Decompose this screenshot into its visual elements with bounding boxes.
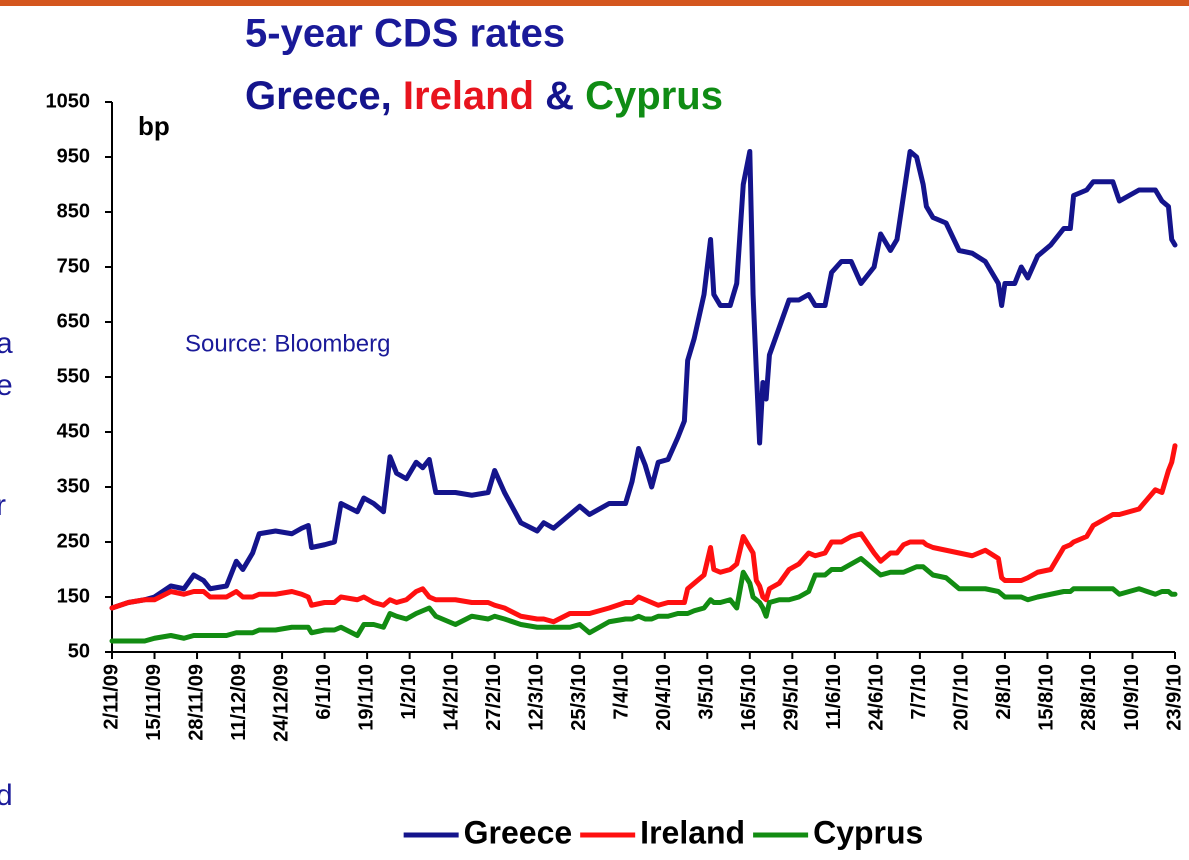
x-tick-label: 20/7/10 <box>951 664 973 731</box>
x-tick-label: 24/6/10 <box>866 664 888 731</box>
x-tick-label: 3/5/10 <box>696 664 718 720</box>
x-tick-label: 2/11/09 <box>100 664 122 730</box>
clipped-text: d <box>0 779 13 812</box>
x-tick-label: 7/4/10 <box>611 664 633 720</box>
x-tick-label: 14/2/10 <box>440 664 462 731</box>
subtitle-part: Greece, <box>245 74 403 118</box>
x-tick-label: 1/2/10 <box>398 664 420 720</box>
y-tick-label: 450 <box>57 420 90 442</box>
x-tick-label: 19/1/10 <box>355 664 377 731</box>
x-tick-label: 11/6/10 <box>823 664 845 730</box>
subtitle-part: Cyprus <box>585 74 723 118</box>
y-tick-label: 150 <box>57 585 90 607</box>
x-tick-label: 12/3/10 <box>525 664 547 731</box>
x-tick-label: 29/5/10 <box>781 664 803 731</box>
y-tick-label: 1050 <box>46 90 91 112</box>
x-tick-label: 28/11/09 <box>185 664 207 741</box>
series-line <box>109 556 1178 644</box>
top-accent-bar <box>0 0 1189 6</box>
x-tick-label: 27/2/10 <box>483 664 505 731</box>
x-tick-label: 7/7/10 <box>908 664 930 720</box>
chart-title: 5-year CDS rates <box>245 12 565 56</box>
x-tick-label: 15/11/09 <box>143 664 165 741</box>
y-tick-label: 850 <box>57 200 90 222</box>
y-tick-label: 50 <box>68 640 90 662</box>
subtitle-part: Ireland <box>403 74 534 118</box>
y-tick-label: 750 <box>57 255 90 277</box>
clipped-text: a <box>0 327 13 360</box>
chart-subtitle: Greece, Ireland & Cyprus <box>245 74 723 118</box>
x-tick-label: 23/9/10 <box>1163 664 1185 731</box>
clipped-text: e <box>0 369 13 402</box>
x-tick-label: 11/12/09 <box>228 664 250 741</box>
x-tick-label: 10/9/10 <box>1121 664 1143 731</box>
annotation: Source: Bloomberg <box>185 330 390 357</box>
y-tick-label: 650 <box>57 310 90 332</box>
legend-item: Ireland <box>580 814 745 850</box>
legend-label: Ireland <box>640 814 745 850</box>
y-tick-label: 950 <box>57 145 90 167</box>
legend-item: Cyprus <box>753 814 923 850</box>
x-tick-label: 28/8/10 <box>1078 664 1100 731</box>
x-tick-label: 15/8/10 <box>1036 664 1058 731</box>
y-axis-label: bp <box>138 111 170 141</box>
x-tick-label: 6/1/10 <box>313 664 335 720</box>
series-line <box>109 443 1178 625</box>
series-line <box>109 149 1178 611</box>
clipped-text: r <box>0 489 6 522</box>
legend-label: Cyprus <box>813 814 923 850</box>
x-tick-label: 25/3/10 <box>568 664 590 731</box>
y-tick-label: 350 <box>57 475 90 497</box>
x-tick-label: 2/8/10 <box>993 664 1015 720</box>
y-tick-label: 550 <box>57 365 90 387</box>
legend-label: Greece <box>464 814 573 850</box>
x-tick-label: 16/5/10 <box>738 664 760 731</box>
x-tick-label: 24/12/09 <box>270 664 292 742</box>
legend-item: Greece <box>403 814 573 850</box>
subtitle-part: & <box>534 74 585 118</box>
x-tick-label: 20/4/10 <box>653 664 675 731</box>
y-tick-label: 250 <box>57 530 90 552</box>
